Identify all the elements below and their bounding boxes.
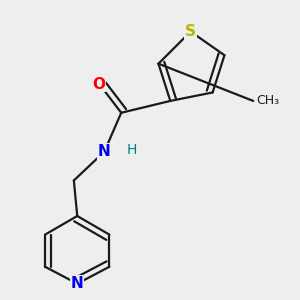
Text: CH₃: CH₃ [256,94,280,107]
Text: O: O [93,76,106,92]
Text: H: H [126,143,137,157]
Text: S: S [185,24,196,39]
Text: N: N [98,144,111,159]
Text: N: N [71,276,84,291]
